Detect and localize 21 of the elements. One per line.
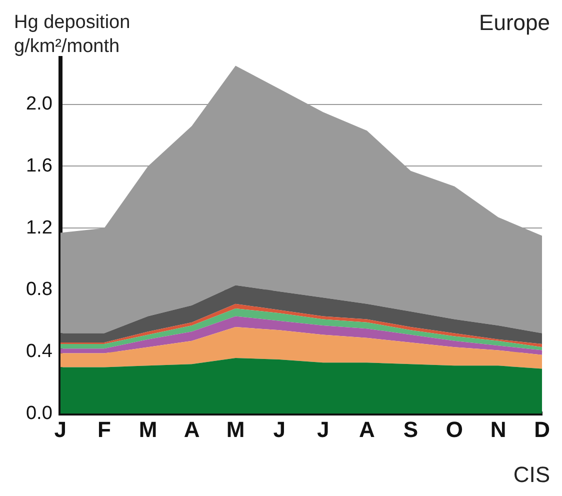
x-tick-label: M bbox=[138, 416, 158, 442]
y-tick-label: 1.2 bbox=[26, 217, 52, 238]
x-tick-label: A bbox=[184, 416, 200, 442]
x-tick-label: D bbox=[534, 416, 550, 442]
y-tick-label: 0.8 bbox=[26, 279, 52, 300]
text: Europe bbox=[479, 10, 550, 35]
text: CIS bbox=[513, 462, 550, 487]
x-tick-label: J bbox=[317, 416, 330, 442]
x-tick-label: M bbox=[226, 416, 245, 442]
y-tick-label: 2.0 bbox=[26, 94, 52, 115]
x-tick-label: J bbox=[273, 416, 286, 442]
x-tick-label: A bbox=[358, 416, 375, 442]
x-tick-label: S bbox=[403, 416, 418, 442]
x-tick-label: O bbox=[446, 416, 464, 442]
x-tick-label: J bbox=[54, 416, 67, 442]
y-tick-label: 0.0 bbox=[26, 402, 52, 424]
x-tick-label: N bbox=[490, 416, 506, 442]
x-tick-label: F bbox=[97, 416, 111, 442]
y-tick-label: 0.4 bbox=[26, 340, 53, 362]
y-tick-label: 1.6 bbox=[26, 155, 52, 176]
y-axis-title: Hg deposition g/km²/month bbox=[14, 12, 130, 57]
